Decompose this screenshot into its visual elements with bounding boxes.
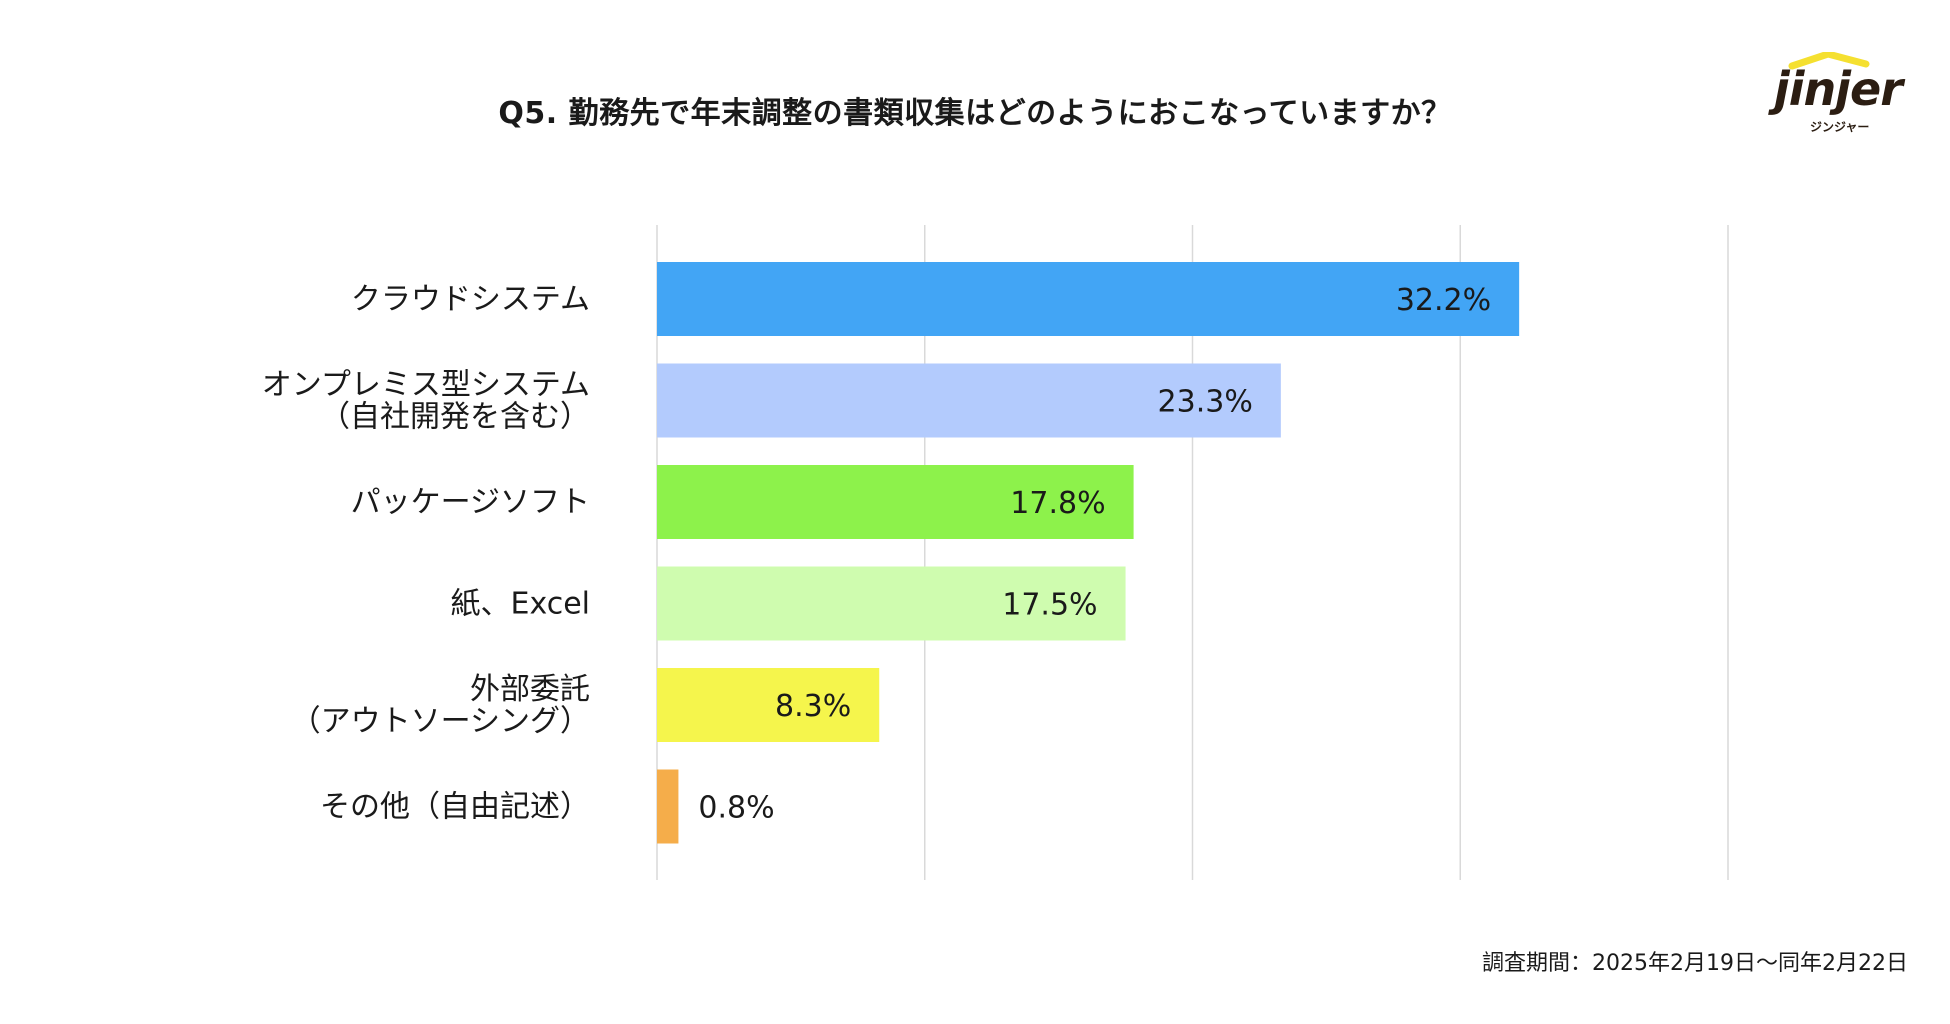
category-label-5: その他（自由記述） <box>320 790 590 825</box>
category-label-line: （自社開発を含む） <box>320 400 590 435</box>
survey-period-note: 調査期間：2025年2月19日〜同年2月22日 <box>1482 951 1908 976</box>
bar-0 <box>657 262 1520 336</box>
category-label-3: 紙、Excel <box>451 587 590 622</box>
value-label-2: 17.8% <box>1010 486 1105 521</box>
category-label-line: （アウトソーシング） <box>291 704 590 739</box>
logo-subtitle: ジンジャー <box>1810 120 1870 134</box>
value-label-4: 8.3% <box>775 689 851 724</box>
bar-5 <box>657 769 679 844</box>
bar-1 <box>657 363 1281 438</box>
category-label-line: 外部委託 <box>470 672 590 707</box>
category-label-line: パッケージソフト <box>351 485 590 520</box>
chart-title: Q5. 勤務先で年末調整の書類収集はどのようにおこなっていますか？ <box>498 96 1452 131</box>
bar-3 <box>657 566 1126 641</box>
value-label-5: 0.8% <box>698 791 774 826</box>
category-label-0: クラウドシステム <box>351 282 590 317</box>
bar-2 <box>657 465 1134 539</box>
value-label-0: 32.2% <box>1396 283 1491 318</box>
bar-4 <box>657 668 880 742</box>
category-label-2: パッケージソフト <box>351 485 590 520</box>
category-label-4: 外部委託（アウトソーシング） <box>291 672 590 739</box>
category-label-line: 紙、Excel <box>451 587 590 622</box>
value-label-3: 17.5% <box>1002 588 1097 623</box>
value-label-1: 23.3% <box>1158 385 1253 420</box>
category-label-line: オンプレミス型システム <box>262 368 590 403</box>
logo-brand: jinjer <box>1774 62 1903 116</box>
roof-icon <box>1788 52 1870 70</box>
category-label-line: クラウドシステム <box>351 282 590 317</box>
category-label-line: その他（自由記述） <box>320 790 590 825</box>
jinjer-logo: jinjer ジンジャー <box>1770 52 1910 142</box>
category-label-1: オンプレミス型システム（自社開発を含む） <box>262 368 590 435</box>
